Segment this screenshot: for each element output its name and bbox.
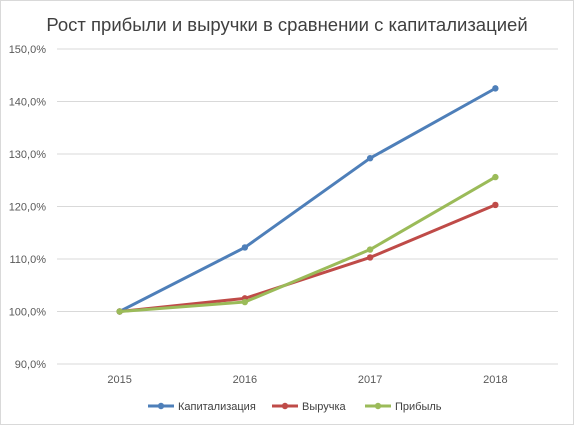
legend-entry: Выручка [272,401,347,413]
chart-title: Рост прибыли и выручки в сравнении с кап… [46,14,527,35]
data-point [366,254,374,261]
data-point [366,155,374,162]
y-tick-label: 110,0% [10,254,47,266]
series-line [118,175,497,313]
data-point [366,246,374,253]
y-tick-label: 120,0% [9,202,47,214]
y-tick-label: 90,0% [15,359,46,371]
legend-label: Прибыль [395,401,442,413]
series-2 [116,201,499,315]
legend-swatch-marker [157,402,165,410]
series-line [118,86,497,313]
legend-entry: Капитализация [148,401,256,413]
data-point [241,244,249,251]
series-1 [116,85,499,315]
gridlines [57,48,558,365]
series-line [118,203,497,313]
x-tick-label: 2015 [107,374,131,386]
x-tick-label: 2017 [358,374,382,386]
data-point [116,308,123,315]
y-axis-tick-labels: 150,0% 140,0% 130,0% 120,0% 110,0% 100,0% 90,0… [9,44,47,371]
x-tick-label: 2018 [483,374,507,386]
data-point [241,298,249,306]
legend: Капитализация Выручка Прибыль [148,401,442,413]
legend-swatch-marker [374,402,382,410]
y-tick-label: 140,0% [9,97,47,109]
y-tick-label: 150,0% [9,44,47,56]
data-point [492,173,499,181]
x-axis-tick-labels: 2015 2016 2017 2018 [107,374,507,386]
data-point [492,201,499,209]
data-point [492,85,499,92]
x-tick-label: 2016 [233,374,257,386]
y-tick-label: 130,0% [9,149,47,161]
legend-label: Капитализация [178,401,256,413]
legend-swatch-marker [281,402,289,410]
series-3 [116,173,499,315]
y-tick-label: 100,0% [9,307,47,319]
series-lines [116,85,499,315]
legend-label: Выручка [302,401,347,413]
legend-entry: Прибыль [365,401,442,413]
